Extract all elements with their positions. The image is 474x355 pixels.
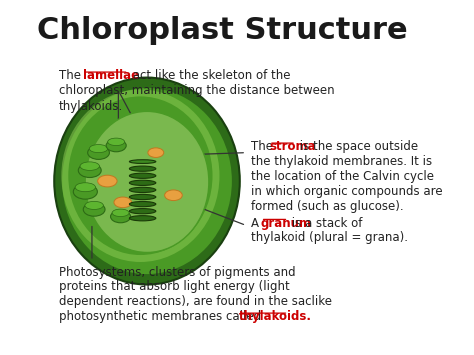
Ellipse shape	[129, 173, 156, 178]
Ellipse shape	[112, 209, 129, 217]
Ellipse shape	[85, 201, 103, 209]
Text: A: A	[251, 217, 262, 230]
Text: The: The	[251, 140, 276, 153]
Ellipse shape	[73, 184, 97, 199]
Text: in which organic compounds are: in which organic compounds are	[251, 185, 442, 198]
Text: thylakoids.: thylakoids.	[238, 310, 311, 323]
Ellipse shape	[80, 162, 100, 170]
Text: Chloroplast Structure: Chloroplast Structure	[36, 16, 407, 45]
Text: thylakoids.: thylakoids.	[59, 100, 123, 113]
Ellipse shape	[129, 215, 156, 221]
Ellipse shape	[108, 138, 125, 146]
Ellipse shape	[129, 166, 156, 171]
Ellipse shape	[129, 202, 156, 207]
Ellipse shape	[89, 144, 108, 153]
Text: dependent reactions), are found in the saclike: dependent reactions), are found in the s…	[59, 295, 332, 308]
Ellipse shape	[129, 208, 156, 214]
Text: chloroplast, maintaining the distance between: chloroplast, maintaining the distance be…	[59, 84, 335, 98]
Ellipse shape	[106, 139, 126, 152]
Text: is the space outside: is the space outside	[296, 140, 418, 153]
Ellipse shape	[148, 148, 164, 158]
Ellipse shape	[54, 77, 240, 285]
Ellipse shape	[129, 195, 156, 200]
Ellipse shape	[129, 187, 156, 192]
Ellipse shape	[110, 210, 131, 223]
Ellipse shape	[78, 163, 101, 178]
Ellipse shape	[88, 146, 109, 159]
Text: The: The	[59, 69, 85, 82]
Ellipse shape	[61, 87, 233, 275]
Text: is a stack of: is a stack of	[288, 217, 363, 230]
Ellipse shape	[114, 197, 132, 208]
Text: photosynthetic membranes called: photosynthetic membranes called	[59, 310, 265, 323]
Text: thylakoid (plural = grana).: thylakoid (plural = grana).	[251, 231, 408, 245]
Text: the location of the Calvin cycle: the location of the Calvin cycle	[251, 170, 434, 183]
Ellipse shape	[164, 190, 182, 201]
Ellipse shape	[75, 183, 96, 192]
Ellipse shape	[98, 175, 117, 187]
Ellipse shape	[83, 203, 105, 216]
Text: granum: granum	[261, 217, 312, 230]
Text: Photosystems, clusters of pigments and: Photosystems, clusters of pigments and	[59, 266, 295, 279]
Text: formed (such as glucose).: formed (such as glucose).	[251, 200, 403, 213]
Ellipse shape	[129, 160, 156, 163]
Text: the thylakoid membranes. It is: the thylakoid membranes. It is	[251, 155, 432, 168]
Text: act like the skeleton of the: act like the skeleton of the	[128, 69, 290, 82]
Text: proteins that absorb light energy (light: proteins that absorb light energy (light	[59, 280, 290, 294]
Ellipse shape	[129, 180, 156, 185]
Text: lamellae: lamellae	[82, 69, 139, 82]
Text: stroma: stroma	[269, 140, 316, 153]
Ellipse shape	[85, 111, 209, 252]
